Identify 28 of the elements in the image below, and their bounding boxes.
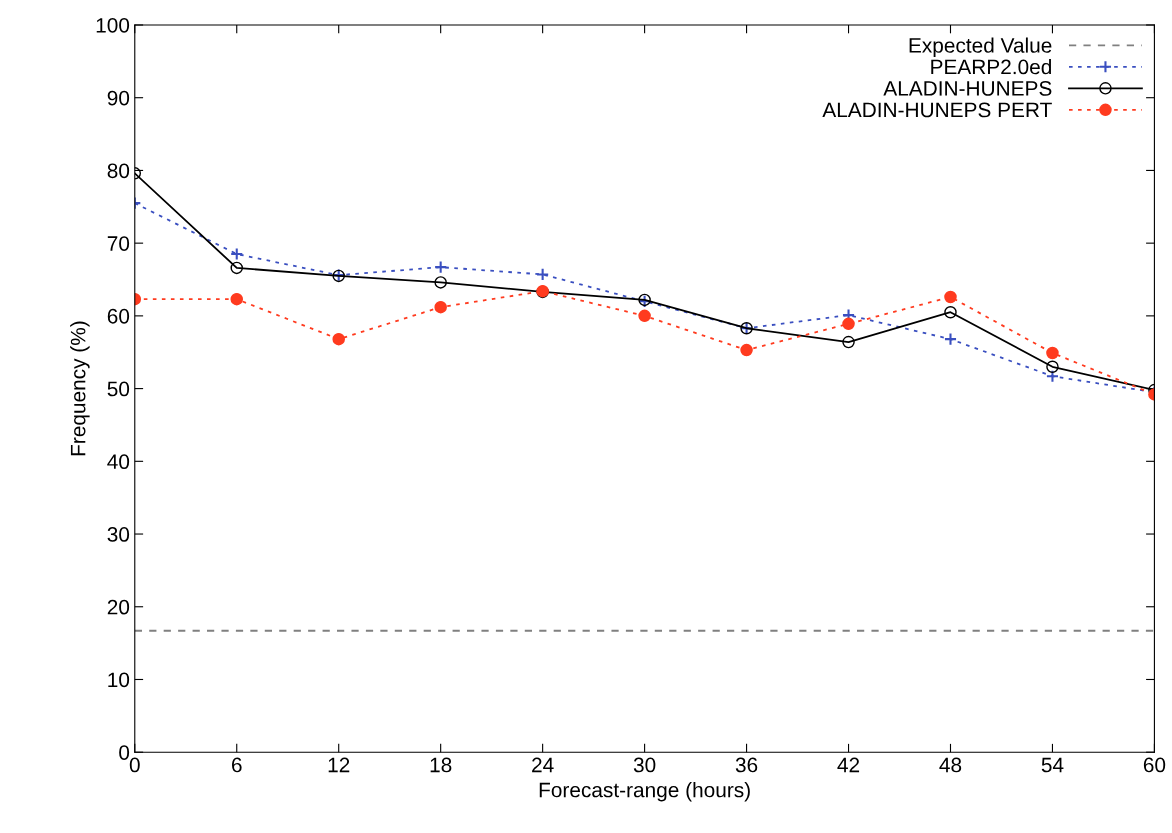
x-tick-label: 6 <box>232 757 242 773</box>
y-tick-label: 30 <box>107 527 130 542</box>
y-tick-label: 50 <box>107 381 130 397</box>
y-tick-label: 0 <box>119 745 130 760</box>
y-tick-label: 20 <box>107 599 130 615</box>
x-tick-label: 42 <box>837 757 860 773</box>
y-tick-label: 60 <box>107 308 130 324</box>
x-tick-label: 12 <box>328 757 350 773</box>
x-tick-label: 36 <box>735 757 758 773</box>
y-tick-label: 10 <box>108 672 130 688</box>
x-tick-label: 48 <box>939 757 962 773</box>
legend-label: PEARP2.0ed <box>931 58 1051 75</box>
x-tick-label: 54 <box>1041 757 1064 773</box>
x-tick-label: 60 <box>1143 757 1166 773</box>
x-tick-label: 30 <box>633 757 656 773</box>
y-tick-label: 80 <box>107 163 130 179</box>
x-tick-label: 24 <box>532 757 554 773</box>
x-tick-label: 0 <box>129 757 140 773</box>
y-tick-label: 70 <box>107 236 130 251</box>
legend-label: ALADIN-HUNEPS PERT <box>822 102 1052 118</box>
x-axis-title: Forecast-range (hours) <box>539 782 750 802</box>
x-tick-label: 18 <box>430 757 452 773</box>
legend-label: ALADIN-HUNEPS <box>883 81 1052 96</box>
y-tick-label: 90 <box>107 90 130 106</box>
y-tick-label: 40 <box>107 454 130 470</box>
y-tick-label: 100 <box>96 17 130 33</box>
legend-label: Expected Value <box>909 37 1052 57</box>
y-axis-title: Frequency (%) <box>70 321 90 456</box>
